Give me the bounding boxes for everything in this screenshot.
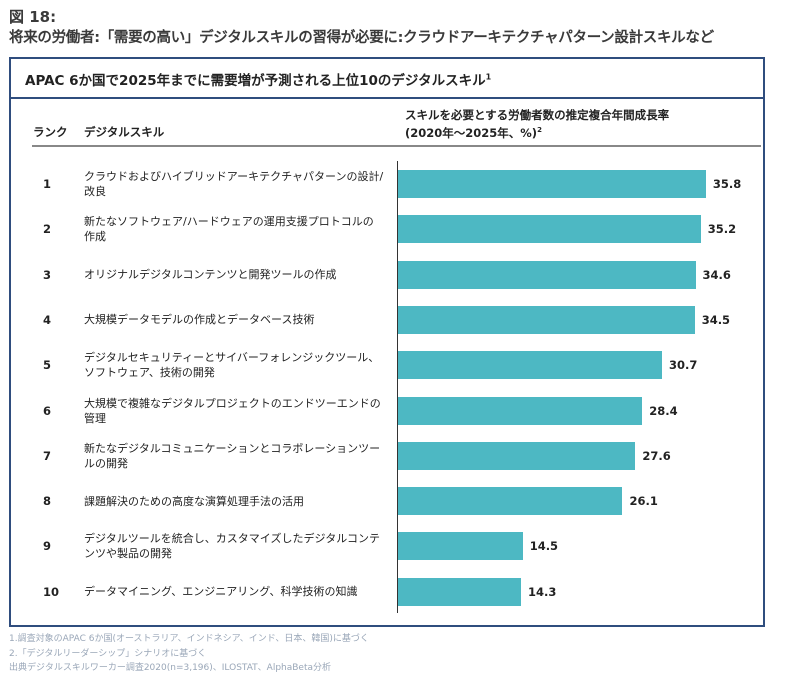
rank-label: 10 — [43, 584, 60, 599]
rank-label: 6 — [43, 403, 52, 418]
rank-label: 2 — [43, 222, 52, 237]
skill-label: デジタルセキュリティーとサイバーフォレンジックツール、ソフトウェア、技術の開発 — [84, 351, 380, 380]
data-label: 26.1 — [629, 494, 658, 509]
rank-label: 9 — [43, 539, 52, 554]
bar — [398, 577, 521, 606]
figure-label: 図 18: — [9, 8, 57, 26]
skill-label: データマイニング、エンジニアリング、科学技術の知識 — [84, 585, 358, 599]
bar — [398, 215, 701, 244]
bar — [398, 260, 696, 289]
bar — [398, 441, 636, 470]
bar — [398, 170, 706, 198]
footnotes: 1.調査対象のAPAC 6か国(オーストラリア、インドネシア、インド、日本、韓国… — [9, 632, 369, 676]
figure-subtitle: 将来の労働者:「需要の高い」デジタルスキルの習得が必要に:クラウドアーキテクチャ… — [9, 30, 714, 46]
table-row: 9 デジタルツールを統合し、カスタマイズしたデジタルコンテンツや製品の開発 14.5 — [11, 524, 761, 568]
rank-label: 7 — [43, 448, 52, 463]
table-row: 2 新たなソフトウェア/ハードウェアの運用支援プロトコルの作成 35.2 — [11, 207, 761, 251]
table-row: 10 データマイニング、エンジニアリング、科学技術の知識 14.3 — [11, 570, 761, 614]
bar — [398, 396, 643, 425]
table-row: 3 オリジナルデジタルコンテンツと開発ツールの作成 34.6 — [11, 253, 761, 297]
bar — [398, 305, 695, 334]
table-row: 8 課題解決のための高度な演算処理手法の活用 26.1 — [11, 479, 761, 523]
source-note: 出典デジタルスキルワーカー調査2020(n=3,196)、ILOSTAT、Alp… — [9, 663, 332, 673]
skill-label: 新たなデジタルコミュニケーションとコラボレーションツールの開発 — [84, 441, 381, 470]
table-row: 6 大規模で複雑なデジタルプロジェクトのエンドツーエンドの管理 28.4 — [11, 389, 761, 433]
data-label: 14.5 — [529, 539, 559, 554]
table-row: 7 新たなデジタルコミュニケーションとコラボレーションツールの開発 27.6 — [11, 434, 761, 478]
skill-label: 大規模データモデルの作成とデータベース技術 — [84, 313, 315, 327]
table-row: 4 大規模データモデルの作成とデータベース技術 34.5 — [11, 298, 761, 342]
data-label: 35.2 — [707, 222, 737, 237]
data-label: 27.6 — [642, 448, 671, 463]
rank-label: 8 — [43, 494, 52, 509]
table-row: 5 デジタルセキュリティーとサイバーフォレンジックツール、ソフトウェア、技術の開発… — [11, 343, 761, 387]
data-label: 28.4 — [649, 403, 678, 418]
skill-label: 課題解決のための高度な演算処理手法の活用 — [84, 494, 304, 508]
data-label: 14.3 — [527, 584, 557, 599]
chart-box: APAC 6か国で2025年までに需要増が予測される上位10のデジタルスキル1 … — [9, 57, 765, 627]
rank-label: 3 — [43, 267, 52, 282]
chart-title: APAC 6か国で2025年までに需要増が予測される上位10のデジタルスキル1 — [25, 72, 492, 90]
data-label: 35.8 — [712, 177, 742, 191]
data-label: 30.7 — [669, 358, 698, 373]
footnote-2: 2.「デジタルリーダーシップ」シナリオに基づく — [9, 648, 207, 659]
bar — [398, 532, 523, 561]
bar — [398, 351, 663, 380]
skill-label: デジタルツールを統合し、カスタマイズしたデジタルコンテンツや製品の開発 — [84, 532, 381, 561]
skill-label: クラウドおよびハイブリッドアーキテクチャパターンの設計/改良 — [84, 170, 384, 198]
data-label: 34.6 — [702, 267, 731, 282]
column-header-value: スキルを必要とする労働者数の推定複合年間成長率 (2020年～2025年、%)2 — [405, 108, 670, 140]
footnote-1: 1.調査対象のAPAC 6か国(オーストラリア、インドネシア、インド、日本、韓国… — [9, 634, 369, 644]
column-header-rank: ランク — [33, 125, 68, 139]
value-axis — [397, 161, 398, 613]
rank-label: 4 — [43, 312, 52, 327]
data-label: 34.5 — [701, 312, 731, 327]
skill-label: 大規模で複雑なデジタルプロジェクトのエンドツーエンドの管理 — [84, 396, 381, 425]
rank-label: 1 — [43, 177, 52, 191]
rank-label: 5 — [43, 358, 52, 373]
header-rule — [32, 145, 761, 147]
skill-label: 新たなソフトウェア/ハードウェアの運用支援プロトコルの作成 — [84, 215, 374, 244]
skill-label: オリジナルデジタルコンテンツと開発ツールの作成 — [84, 268, 337, 282]
column-header-skill: デジタルスキル — [84, 125, 165, 139]
table-row: 1 クラウドおよびハイブリッドアーキテクチャパターンの設計/改良 35.8 — [11, 162, 761, 206]
bar — [398, 487, 623, 516]
chart-header: APAC 6か国で2025年までに需要増が予測される上位10のデジタルスキル1 — [11, 59, 763, 99]
